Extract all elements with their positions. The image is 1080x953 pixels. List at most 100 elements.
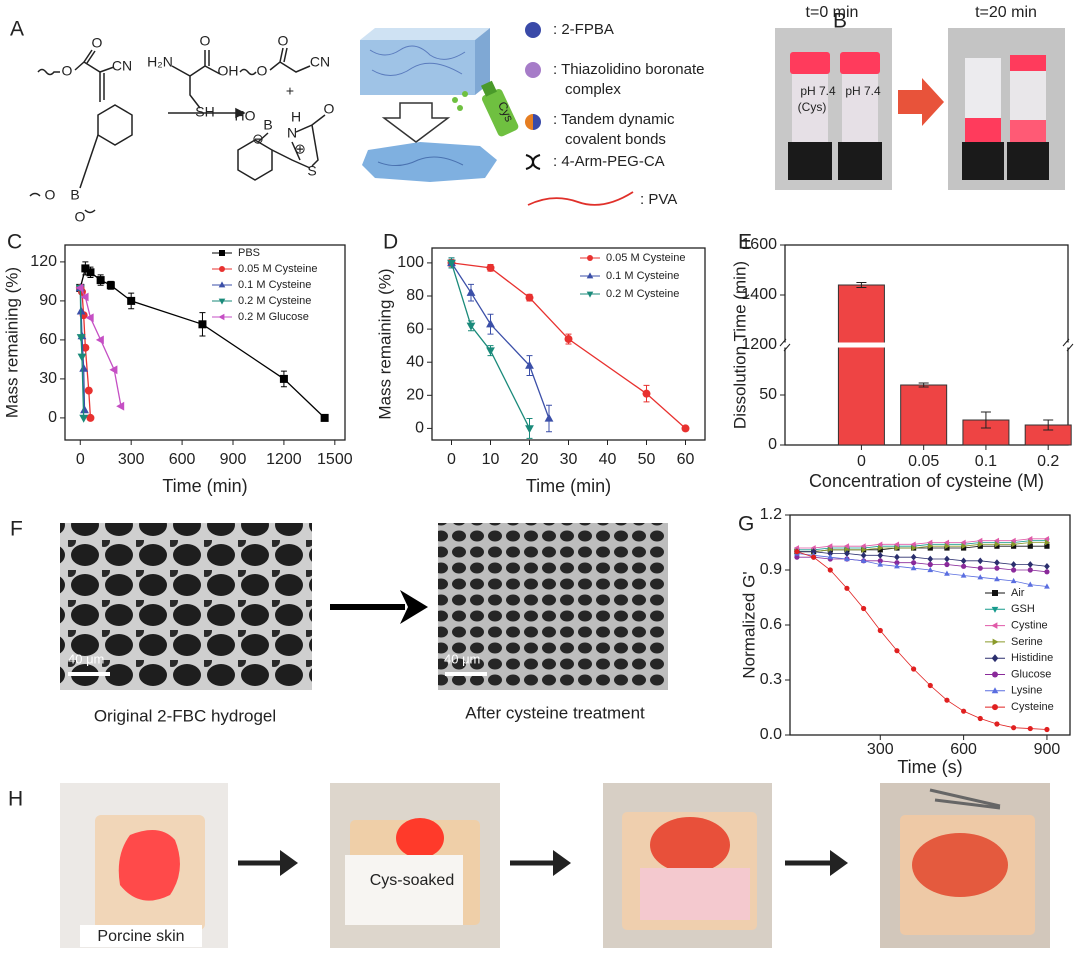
panel-label: E — [738, 231, 752, 254]
marker — [877, 558, 883, 564]
y-tick-label: 0.9 — [760, 561, 782, 578]
y-tick-label: 90 — [39, 292, 57, 309]
marker — [564, 335, 573, 344]
chemical-structure — [235, 107, 246, 119]
marker — [127, 296, 136, 305]
marker — [861, 546, 867, 553]
x-tick-label: 300 — [867, 741, 894, 758]
marker — [1027, 535, 1033, 542]
legend-marker — [586, 291, 594, 298]
marker — [877, 627, 883, 634]
y-axis-title: Dissolution Time (min) — [730, 261, 749, 429]
marker — [927, 545, 933, 551]
error-bar — [856, 282, 867, 288]
legend-marker — [218, 281, 226, 288]
marker — [977, 565, 983, 571]
x-tick-label: 1500 — [317, 451, 353, 468]
series-line — [796, 551, 1047, 567]
chemical-structure — [74, 49, 115, 102]
panel-labels: A B C D E F G H — [7, 10, 847, 811]
atom-label: H — [291, 109, 301, 125]
legend-label: Glucose — [1011, 668, 1051, 680]
y-axis-title: Normalized G' — [739, 571, 758, 678]
marker — [977, 537, 983, 544]
legend-marker — [219, 266, 225, 272]
x-axis-title: Time (min) — [526, 476, 611, 496]
marker — [844, 555, 850, 562]
legend-label: covalent bonds — [565, 131, 666, 148]
vial-label: (Cys) — [798, 100, 827, 114]
vial-photo — [898, 78, 944, 126]
legend-label: 0.05 M Cysteine — [606, 252, 685, 264]
legend-marker — [991, 687, 999, 694]
legend-label: 0.1 M Cysteine — [606, 270, 679, 282]
sem-image — [68, 672, 110, 676]
marker — [681, 424, 690, 433]
marker — [1011, 567, 1017, 573]
series-line — [451, 262, 686, 429]
legend-label: 0.2 M Cysteine — [606, 288, 679, 300]
legend-marker — [219, 250, 225, 256]
marker — [978, 541, 984, 548]
time-label: t=0 min — [806, 4, 859, 21]
caption: After cysteine treatment — [465, 703, 645, 722]
y-tick-label: 1.2 — [760, 506, 782, 523]
marker — [960, 539, 966, 546]
atom-label: + — [286, 83, 294, 99]
marker — [994, 565, 1000, 571]
atom-label: SH — [195, 104, 214, 120]
panel-label: C — [7, 231, 22, 254]
marker — [85, 313, 94, 323]
marker — [943, 539, 950, 546]
marker — [1027, 561, 1034, 568]
legend-label: Cysteine — [1011, 701, 1054, 713]
vial-photo — [842, 74, 878, 142]
legend-marker — [992, 638, 999, 646]
marker — [877, 551, 884, 559]
marker — [1044, 726, 1050, 733]
error-bar — [980, 411, 991, 429]
series-line — [796, 538, 1047, 549]
skin-photo — [912, 833, 1008, 897]
marker — [86, 413, 95, 422]
y-axis-title: Mass remaining (%) — [375, 268, 394, 419]
marker — [877, 561, 884, 567]
y-tick-label: 50 — [759, 386, 777, 403]
hydrogel-block — [377, 156, 464, 166]
marker — [79, 414, 89, 423]
chemical-structure — [257, 114, 326, 169]
x-tick-label: 300 — [118, 451, 145, 468]
marker — [525, 360, 534, 369]
marker — [910, 553, 917, 561]
marker — [977, 715, 983, 722]
x-axis-title: Time (min) — [162, 476, 247, 496]
chemical-structure — [37, 68, 60, 76]
legend-label: 0.2 M Glucose — [238, 311, 309, 323]
legend-label: Histidine — [1011, 652, 1053, 664]
marker — [860, 551, 867, 559]
legend-marker — [991, 622, 998, 629]
error-bar — [1043, 419, 1054, 431]
y-tick-label: 30 — [39, 370, 57, 387]
atom-label: OH — [218, 63, 239, 79]
x-tick-label: 40 — [599, 451, 617, 468]
skin-photo — [929, 788, 1001, 810]
y-tick-label: 40 — [406, 353, 424, 370]
hydrogel-block — [480, 80, 519, 137]
marker — [894, 563, 900, 569]
series-line — [796, 542, 1047, 553]
marker — [944, 570, 950, 576]
hydrogel-block — [360, 40, 475, 95]
panel-label: A — [10, 18, 24, 41]
atom-label: CN — [112, 58, 132, 74]
bar — [837, 284, 885, 446]
marker — [1011, 725, 1017, 731]
sem-image — [60, 523, 312, 690]
marker — [927, 539, 933, 546]
marker — [877, 547, 883, 553]
marker — [1027, 543, 1033, 549]
legend-label: 0.2 M Cysteine — [238, 295, 311, 307]
marker — [447, 259, 456, 268]
marker — [977, 543, 983, 549]
